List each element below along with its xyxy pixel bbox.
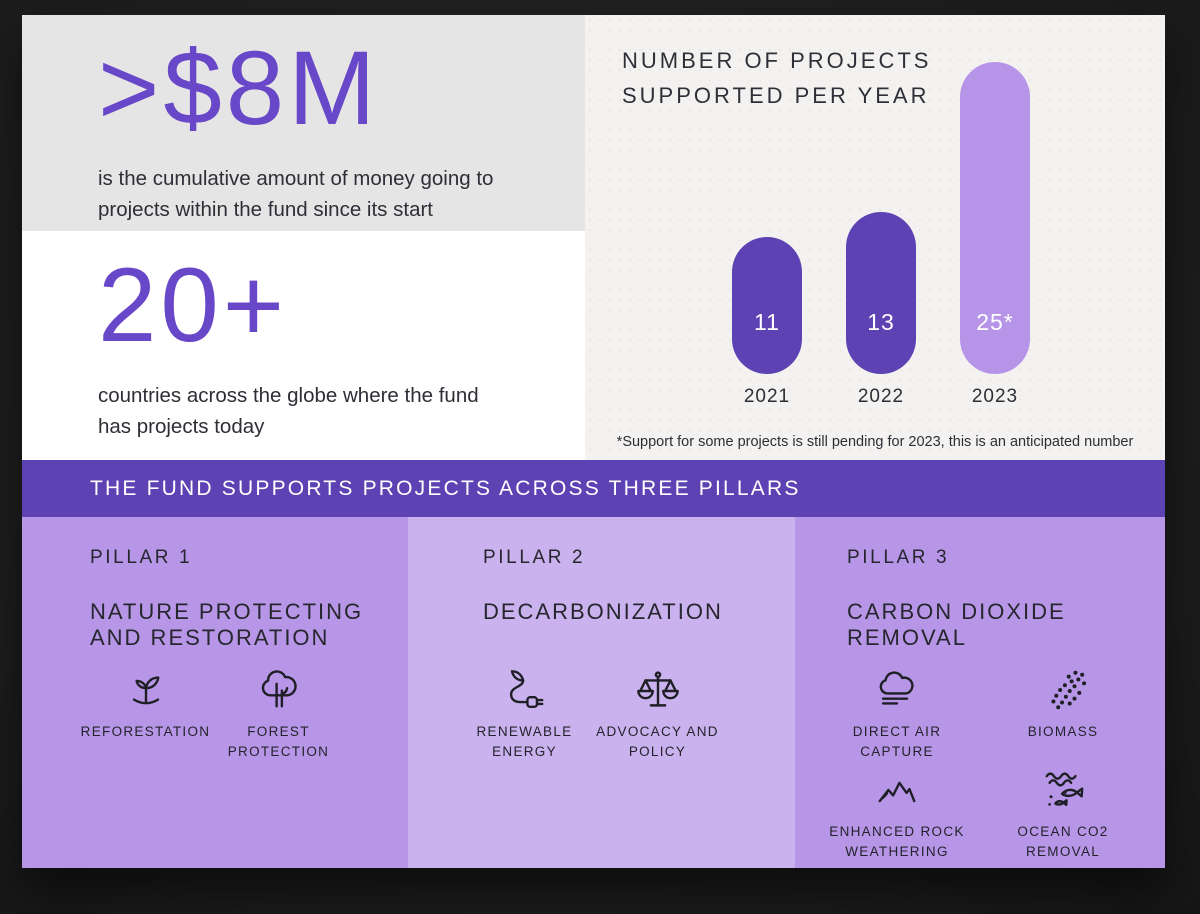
bar-chart-bars: 11 2021 13 2022 25* 2023 [597,61,1165,409]
pillar-item-forest-protection: FOREST PROTECTION [212,668,345,762]
bar-year-label: 2023 [971,386,1019,407]
bar-value-label: 11 [754,309,780,335]
pillar-2-title: DECARBONIZATION [483,599,723,624]
pillar-item-advocacy-policy: ADVOCACY AND POLICY [591,668,724,762]
pillar-item-label: ADVOCACY AND POLICY [596,724,719,759]
pillar-2-label: PILLAR 2 [483,547,586,568]
pillars-banner: THE FUND SUPPORTS PROJECTS ACROSS THREE … [22,460,1165,517]
mountains-icon [878,781,916,803]
pillar-1-items: REFORESTATION FOREST PROTECTION [79,668,345,762]
bar: 13 [846,211,916,374]
infographic-card: >$8M is the cumulative amount of money g… [22,15,1165,868]
pillar-item-label: FOREST PROTECTION [227,724,330,759]
pillar-item-enhanced-rock-weathering: ENHANCED ROCK WEATHERING [814,768,980,862]
pillar-3-title: CARBON DIOXIDE REMOVAL [847,599,1066,650]
pillar-item-label: RENEWABLE ENERGY [476,724,573,759]
sprout-icon [132,676,159,705]
pillar-3-panel: PILLAR 3 CARBON DIOXIDE REMOVAL DIRECT A… [795,517,1165,868]
pillar-item-biomass: BIOMASS [980,668,1146,762]
stat-money-value: >$8M [98,30,380,147]
pillar-3-label: PILLAR 3 [847,547,950,568]
pillar-item-label: REFORESTATION [80,724,211,739]
pillar-2-items: RENEWABLE ENERGY ADVOCACY AND POLICY [458,668,724,762]
pillar-3-items: DIRECT AIR CAPTURE BIOMASS [814,668,1146,862]
pillar-item-ocean-co2-removal: OCEAN CO2 REMOVAL [980,768,1146,862]
pillar-item-label: DIRECT AIR CAPTURE [852,724,942,759]
bar-year-label: 2021 [743,386,791,407]
plant-plug-icon [509,670,543,709]
pillar-1-title: NATURE PROTECTING AND RESTORATION [90,599,364,650]
stat-countries-box: 20+ countries across the globe where the… [22,231,585,460]
bar: 11 [732,236,802,374]
bar-chart: NUMBER OF PROJECTS SUPPORTED PER YEAR 11… [585,15,1165,460]
bar-column-2022: 13 2022 [846,211,916,409]
bar-column-2021: 11 2021 [732,236,802,409]
ocean-fish-icon [1045,772,1084,806]
scales-icon [636,671,679,707]
bar: 25* [960,61,1030,374]
pillar-1-panel: PILLAR 1 NATURE PROTECTING AND RESTORATI… [22,517,408,868]
bar-value-label: 25* [976,309,1014,335]
stat-countries-description: countries across the globe where the fun… [98,384,479,438]
stat-countries-value: 20+ [98,247,289,364]
tree-icon [261,670,297,708]
particles-icon [1051,670,1086,710]
pillar-item-label: OCEAN CO2 REMOVAL [1017,824,1109,859]
bar-year-label: 2022 [857,386,905,407]
pillars-banner-label: THE FUND SUPPORTS PROJECTS ACROSS THREE … [90,476,801,500]
cloud-capture-icon [879,671,914,705]
bar-column-2023: 25* 2023 [960,61,1030,409]
pillar-1-label: PILLAR 1 [90,547,193,568]
pillar-2-panel: PILLAR 2 DECARBONIZATION RENEWABLE ENERG… [408,517,795,868]
pillars-section: PILLAR 1 NATURE PROTECTING AND RESTORATI… [22,517,1165,868]
bar-value-label: 13 [867,309,895,335]
pillar-item-renewable-energy: RENEWABLE ENERGY [458,668,591,762]
pillar-item-direct-air-capture: DIRECT AIR CAPTURE [814,668,980,762]
stat-money-box: >$8M is the cumulative amount of money g… [22,15,585,231]
bar-chart-footnote: *Support for some projects is still pend… [616,434,1134,450]
bar-chart-title: NUMBER OF PROJECTS SUPPORTED PER YEAR [622,48,932,108]
stat-money-description: is the cumulative amount of money going … [98,167,494,221]
pillar-item-reforestation: REFORESTATION [79,668,212,762]
pillar-item-label: BIOMASS [1027,724,1099,739]
pillar-item-label: ENHANCED ROCK WEATHERING [829,824,965,859]
